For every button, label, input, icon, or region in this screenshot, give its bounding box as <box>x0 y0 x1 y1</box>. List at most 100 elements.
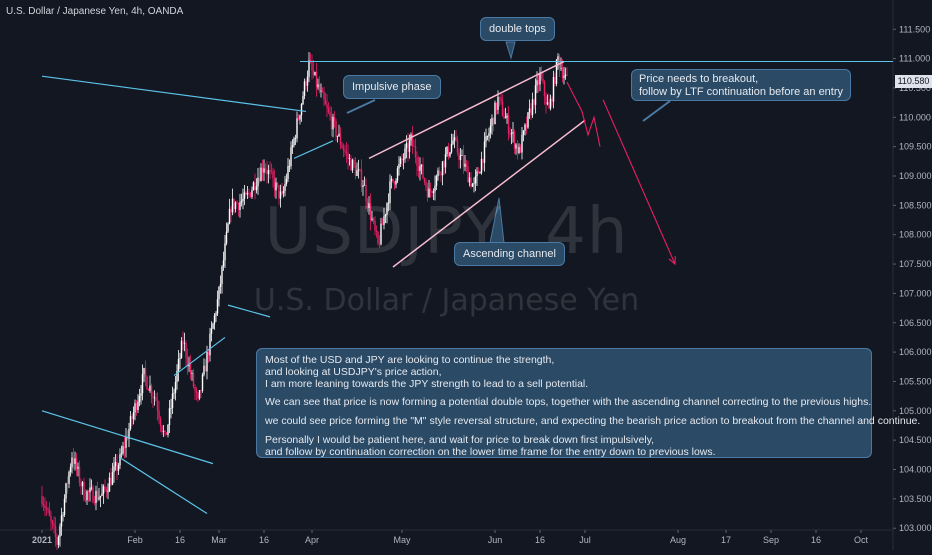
candle-body <box>435 176 438 186</box>
candle-body <box>459 155 462 160</box>
candle-body <box>128 428 130 440</box>
candle-body <box>56 536 58 545</box>
y-tick-label: 109.000 <box>899 171 932 181</box>
candle-body <box>81 482 84 487</box>
candle-body <box>329 111 331 117</box>
candle-body <box>207 352 210 356</box>
candle-body <box>542 78 544 82</box>
candle-body <box>357 169 360 171</box>
candle-body <box>261 167 264 173</box>
candle-body <box>524 124 526 131</box>
candle-body <box>168 408 171 425</box>
trendline <box>293 140 334 159</box>
candle-body <box>534 85 537 105</box>
candle-body <box>72 457 75 464</box>
candle-body <box>111 472 114 485</box>
candle-body <box>429 188 432 192</box>
candle-body <box>366 201 369 209</box>
candle-body <box>566 74 568 76</box>
candle-body <box>452 140 454 144</box>
candle-body <box>273 178 276 191</box>
candle-body <box>344 150 346 152</box>
candle-body <box>171 393 174 408</box>
candle-body <box>320 90 322 92</box>
candle-body <box>62 514 64 516</box>
candle-body <box>561 67 564 78</box>
candle-body <box>186 358 189 367</box>
ascending-channel-callout[interactable]: Ascending channel <box>454 242 565 266</box>
x-tick-label: Jul <box>579 535 591 545</box>
candle-body <box>402 159 405 161</box>
candle-body <box>360 169 363 188</box>
candle-body <box>279 191 282 199</box>
candle-body <box>266 170 268 175</box>
candle-body <box>333 117 336 121</box>
candle-body <box>194 386 196 391</box>
candle-body <box>75 458 78 469</box>
double-tops-callout[interactable]: double tops <box>480 17 555 41</box>
candle-body <box>434 185 436 192</box>
candle-body <box>42 504 45 506</box>
chart-title: U.S. Dollar / Japanese Yen, 4h, OANDA <box>6 6 184 17</box>
candle-body <box>392 178 394 182</box>
candle-body <box>348 158 351 160</box>
candle-body <box>306 76 309 86</box>
candle-body <box>200 390 202 391</box>
candle-body <box>167 424 169 435</box>
candle-body <box>318 84 321 92</box>
impulsive-phase-label: Impulsive phase <box>352 81 432 93</box>
candle-body <box>504 117 507 119</box>
candle-body <box>227 223 229 232</box>
candle-body <box>275 182 277 191</box>
candle-body <box>192 372 195 387</box>
candle-body <box>120 453 123 455</box>
candle-body <box>491 117 493 126</box>
candle-body <box>41 495 43 505</box>
breakout-callout[interactable]: Price needs to breakout, follow by LTF c… <box>631 69 852 101</box>
candle-body <box>440 173 442 176</box>
candle-body <box>380 223 382 245</box>
impulsive-phase-callout[interactable]: Impulsive phase <box>343 75 441 99</box>
current-price-label: 110.580 <box>895 75 932 88</box>
candle-body <box>479 172 481 174</box>
candle-body <box>527 112 529 128</box>
note-line-2: and looking at USDJPY's price action, <box>265 366 442 378</box>
candle-body <box>54 526 57 537</box>
candle-body <box>291 145 294 148</box>
candle-body <box>498 96 501 98</box>
candle-body <box>204 365 207 372</box>
candle-body <box>311 62 313 71</box>
candle-body <box>512 132 514 134</box>
y-tick-label: 103.000 <box>899 523 932 533</box>
candle-body <box>212 323 214 329</box>
candle-body <box>308 60 310 77</box>
candle-body <box>471 183 474 187</box>
candle-body <box>389 181 391 203</box>
candle-body <box>185 342 187 359</box>
candle-body <box>222 260 225 267</box>
candle-body <box>483 141 486 163</box>
candle-body <box>336 136 339 137</box>
candle-body <box>317 84 319 88</box>
candle-body <box>539 72 541 85</box>
candle-body <box>437 170 439 177</box>
candle-body <box>177 358 180 371</box>
candle-body <box>330 116 333 130</box>
candle-body <box>369 203 372 220</box>
candle-body <box>473 183 475 185</box>
candle-body <box>68 472 70 484</box>
candle-body <box>462 155 465 167</box>
candle-body <box>77 466 79 469</box>
candle-body <box>180 340 183 359</box>
candle-body <box>146 376 148 390</box>
candle-body <box>137 401 139 410</box>
candle-body <box>80 482 82 487</box>
candle-body <box>432 191 435 193</box>
candle-body <box>69 467 72 473</box>
candle-body <box>560 67 562 69</box>
candle-body <box>209 333 211 356</box>
analysis-note[interactable]: Most of the USD and JPY are looking to c… <box>256 348 920 458</box>
candle-body <box>375 230 378 233</box>
